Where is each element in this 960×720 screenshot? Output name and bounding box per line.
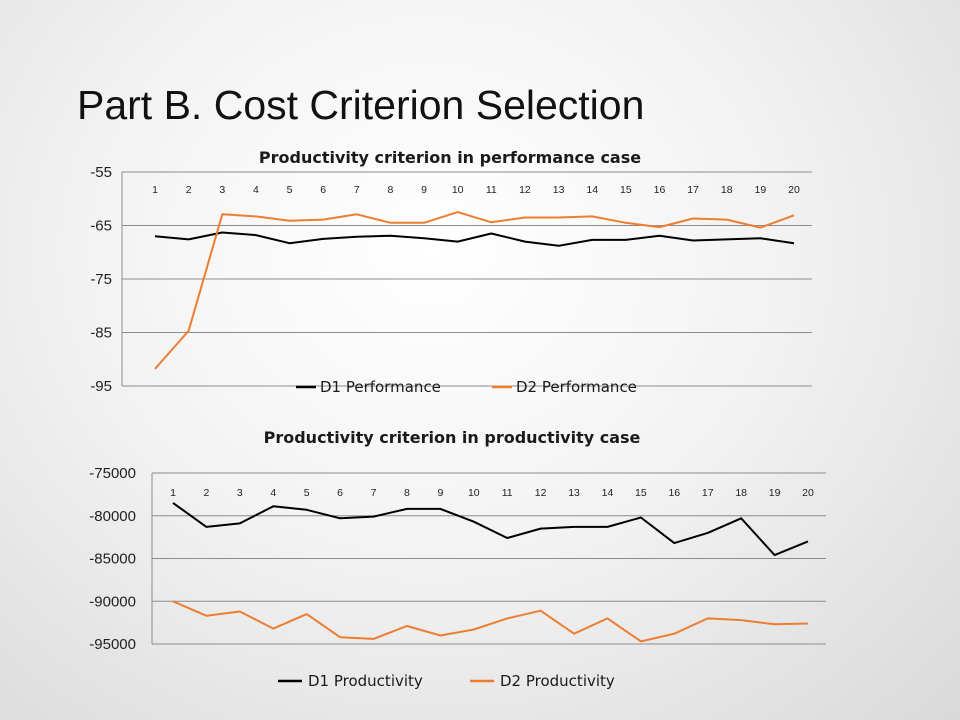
chart1-x-tick-label: 18 (721, 184, 733, 196)
chart2-legend-label-2: D2 Productivity (500, 672, 615, 690)
chart1-series-line-1 (154, 231, 795, 247)
chart1-x-tick-label: 5 (287, 184, 293, 196)
chart1-x-tick-label: 4 (253, 184, 259, 196)
chart1-x-tick-label: 6 (320, 184, 326, 196)
chart1-x-tick-label: 20 (788, 184, 800, 196)
chart2-legend-label-1: D1 Productivity (308, 672, 423, 690)
chart1-y-tick-label: -95 (90, 378, 112, 395)
chart1-x-tick-label: 3 (219, 184, 225, 196)
chart2-title: Productivity criterion in productivity c… (264, 428, 641, 447)
chart2-x-tick-label: 8 (404, 487, 410, 499)
chart1-x-tick-label: 12 (519, 184, 531, 196)
chart2-y-tick-label: -80000 (89, 508, 136, 525)
chart1-x-tick-label: 16 (654, 184, 666, 196)
chart1-x-tick-label: 15 (620, 184, 632, 196)
chart1-title: Productivity criterion in performance ca… (259, 148, 641, 167)
chart2-x-tick-label: 2 (203, 487, 209, 499)
chart1-x-tick-label: 8 (387, 184, 393, 196)
chart2-y-tick-label: -85000 (89, 551, 136, 568)
chart2-x-tick-label: 5 (304, 487, 310, 499)
chart2-x-tick-label: 14 (602, 487, 614, 499)
chart2-x-tick-label: 6 (337, 487, 343, 499)
slide-title: Part B. Cost Criterion Selection (77, 82, 645, 128)
chart2-y-tick-label: -90000 (89, 593, 136, 610)
chart1-x-tick-label: 14 (586, 184, 598, 196)
chart1-x-tick-label: 2 (186, 184, 192, 196)
chart1-x-tick-label: 13 (553, 184, 565, 196)
chart1-x-tick-label: 1 (152, 184, 158, 196)
chart2-x-tick-label: 17 (702, 487, 714, 499)
chart1-legend-label-1: D1 Performance (320, 378, 441, 396)
chart2-x-tick-label: 12 (535, 487, 547, 499)
chart2-y-tick-label: -95000 (89, 636, 136, 653)
chart1-x-tick-label: 19 (755, 184, 767, 196)
chart1-series-line-2 (154, 211, 795, 370)
chart2-x-tick-label: 15 (635, 487, 647, 499)
chart2-x-tick-label: 11 (502, 487, 513, 499)
chart2-x-tick-label: 18 (735, 487, 747, 499)
chart1-y-tick-label: -65 (90, 218, 112, 235)
chart2-x-tick-label: 1 (170, 487, 176, 499)
chart1-x-tick-label: 10 (452, 184, 464, 196)
chart2-x-tick-label: 9 (437, 487, 443, 499)
chart1-x-tick-label: 11 (486, 184, 497, 196)
chart2-series-line-1 (172, 502, 809, 557)
chart2-x-tick-label: 7 (371, 487, 377, 499)
chart2-x-tick-label: 3 (237, 487, 243, 499)
chart1-x-tick-label: 7 (354, 184, 360, 196)
chart1-legend-label-2: D2 Performance (516, 378, 637, 396)
chart1-x-tick-label: 17 (687, 184, 699, 196)
chart1-y-tick-label: -85 (90, 325, 112, 342)
chart2-x-tick-label: 16 (668, 487, 680, 499)
chart1-y-tick-label: -55 (90, 164, 112, 181)
chart2-x-tick-label: 10 (468, 487, 480, 499)
chart2-x-tick-label: 19 (769, 487, 781, 499)
chart2-y-tick-label: -75000 (89, 465, 136, 482)
chart2-x-tick-label: 20 (802, 487, 814, 499)
chart1-y-tick-label: -75 (90, 271, 112, 288)
chart2-series-line-2 (172, 600, 809, 643)
chart2-x-tick-label: 4 (270, 487, 276, 499)
chart1-x-tick-label: 9 (421, 184, 427, 196)
chart2-x-tick-label: 13 (568, 487, 580, 499)
